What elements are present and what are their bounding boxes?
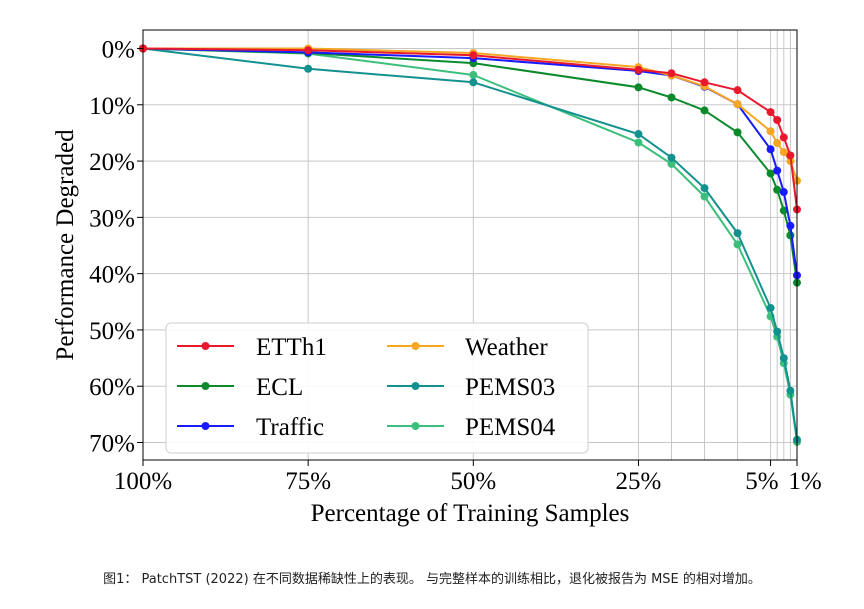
x-tick-label: 75% [285, 468, 331, 495]
data-point-etth1 [786, 151, 795, 160]
legend-label-pems03: PEMS03 [465, 374, 555, 401]
data-point-ecl [779, 206, 788, 215]
data-point-etth1 [779, 133, 788, 142]
data-point-pems03 [766, 303, 775, 312]
legend-label-traffic: Traffic [256, 414, 324, 441]
series-line-ecl [142, 47, 798, 283]
y-tick-label: 50% [89, 318, 135, 345]
data-point-ecl [634, 83, 643, 92]
data-point-pems04 [733, 240, 742, 249]
data-point-pems03 [634, 130, 643, 139]
legend-marker-ecl [201, 382, 210, 390]
data-point-weather [773, 139, 782, 148]
legend-label-weather: Weather [465, 334, 548, 361]
legend-label-ecl: ECL [256, 374, 303, 401]
data-point-etth1 [773, 115, 782, 124]
legend-label-pems04: PEMS04 [465, 414, 556, 441]
data-point-ecl [667, 93, 676, 102]
legend-box [165, 322, 589, 454]
legend: ETTh1 ECL Traffic Weather PEMS03 PEMS04 [165, 322, 589, 454]
data-point-etth1 [667, 69, 676, 78]
data-point-ecl [733, 128, 742, 137]
data-point-weather [779, 148, 788, 157]
data-point-pems03 [786, 386, 795, 395]
y-tick-label: 30% [89, 205, 135, 232]
data-point-etth1 [634, 65, 643, 74]
data-point-ecl [766, 169, 775, 178]
x-tick-label: 5% [745, 468, 778, 495]
x-tick-label: 100% [114, 468, 172, 495]
data-point-pems03 [779, 354, 788, 363]
series-line-pems03 [142, 47, 798, 440]
data-point-traffic [766, 145, 775, 154]
data-point-pems03 [773, 327, 782, 336]
data-point-ecl [773, 185, 782, 194]
data-point-etth1 [700, 78, 709, 87]
y-tick-label: 0% [102, 37, 135, 64]
legend-marker-pems04 [411, 422, 420, 430]
data-point-traffic [773, 166, 782, 175]
data-point-pems03 [304, 64, 313, 73]
data-point-pems03 [469, 78, 478, 87]
data-point-ecl [700, 106, 709, 115]
x-tick-label: 1% [788, 468, 821, 495]
y-tick-label: 40% [89, 262, 135, 289]
x-tick-label: 25% [616, 468, 662, 495]
series-layer [139, 44, 801, 446]
y-tick-label: 10% [89, 93, 135, 120]
data-point-pems04 [667, 159, 676, 168]
chart-figure: 100% 75% 50% 25% 5% 1% 0% 10% 20% 30% 40% 50% 60% 70%… [52, 29, 822, 527]
data-point-pems03 [667, 153, 676, 162]
legend-label-etth1: ETTh1 [256, 334, 327, 361]
data-point-etth1 [766, 108, 775, 117]
y-tick-label: 60% [89, 374, 135, 401]
data-point-weather [733, 100, 742, 109]
legend-marker-etth1 [201, 342, 210, 350]
y-tick-label: 20% [89, 149, 135, 176]
data-point-pems04 [469, 70, 478, 79]
axis-ticks: 100% 75% 50% 25% 5% 1% 0% 10% 20% 30% 40% 50% 60% 70% [89, 37, 821, 496]
y-tick-label: 70% [89, 431, 135, 458]
plot-area-frame [142, 29, 798, 461]
x-tick-label: 50% [450, 468, 496, 495]
legend-marker-pems03 [411, 382, 420, 390]
data-point-etth1 [733, 86, 742, 95]
data-point-pems04 [700, 192, 709, 201]
data-point-pems04 [634, 138, 643, 147]
data-point-etth1 [304, 46, 313, 55]
x-axis-label: Percentage of Training Samples [311, 500, 630, 527]
data-point-traffic [786, 221, 795, 230]
legend-marker-traffic [201, 422, 210, 430]
data-point-etth1 [469, 51, 478, 60]
data-point-pems03 [733, 229, 742, 238]
data-point-pems03 [700, 184, 709, 193]
data-point-traffic [779, 188, 788, 197]
data-point-weather [766, 127, 775, 136]
legend-marker-weather [411, 342, 420, 350]
y-axis-label: Performance Degraded [52, 129, 79, 361]
figure-caption: 图1： PatchTST (2022) 在不同数据稀缺性上的表现。 与完整样本的… [103, 572, 761, 587]
